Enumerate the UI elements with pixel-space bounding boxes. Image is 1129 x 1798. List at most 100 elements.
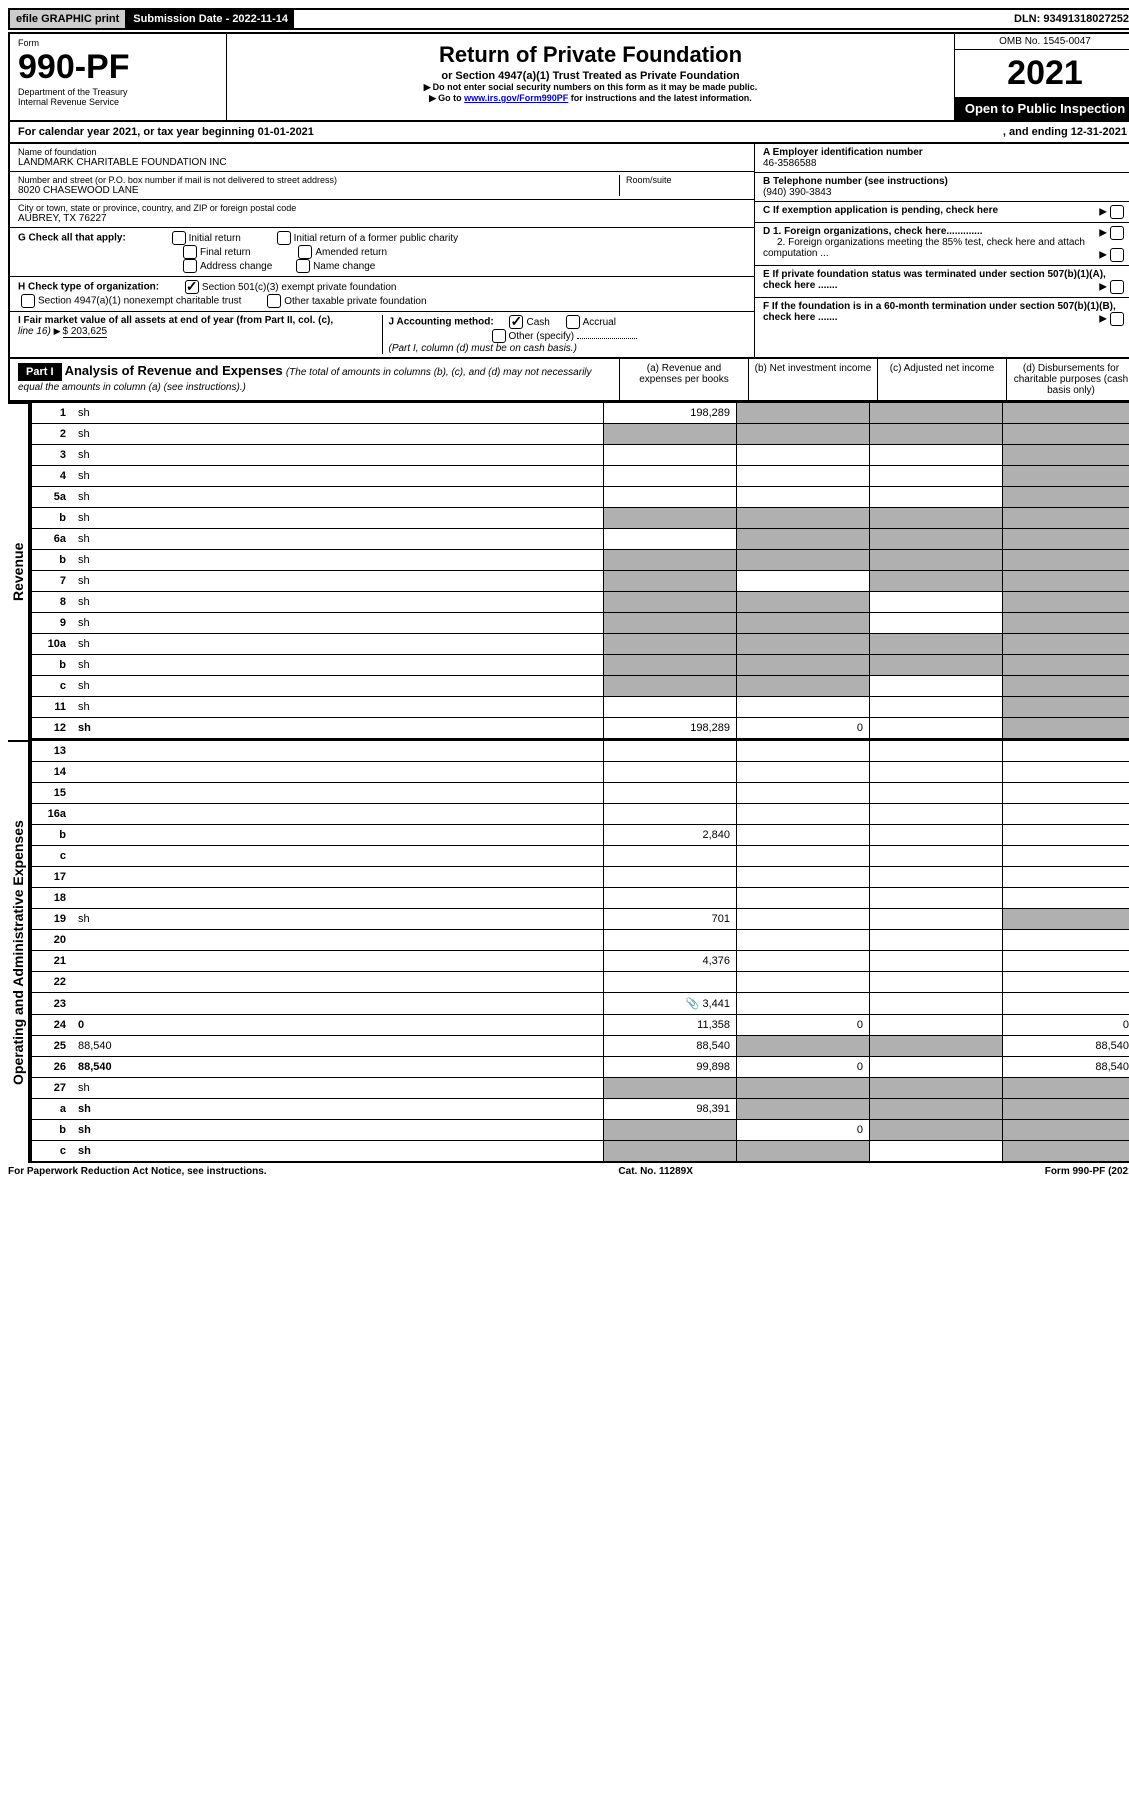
accrual-checkbox[interactable] [566, 315, 580, 329]
cell-value [604, 741, 737, 762]
cell-value [737, 697, 870, 718]
cell-value [870, 909, 1003, 930]
cell-shaded [1003, 655, 1129, 676]
cell-value [870, 1141, 1003, 1163]
table-row: 6ash [31, 529, 1129, 550]
cell-value: 📎 3,441 [604, 993, 737, 1015]
street-address: 8020 CHASEWOOD LANE [18, 185, 619, 196]
section-i-label: I Fair market value of all assets at end… [18, 315, 333, 326]
exemption-pending-checkbox[interactable] [1110, 205, 1124, 219]
cell-shaded [1003, 550, 1129, 571]
table-row: 14 [31, 762, 1129, 783]
cell-value [870, 445, 1003, 466]
line-desc [72, 762, 604, 783]
top-bar: efile GRAPHIC print Submission Date - 20… [8, 8, 1129, 30]
table-row: 1sh198,289 [31, 403, 1129, 424]
cell-shaded [870, 1099, 1003, 1120]
name-change-checkbox[interactable] [296, 259, 310, 273]
revenue-table: 1sh198,2892sh3sh4sh5ashbsh6ashbsh7sh8sh9… [30, 402, 1129, 740]
cell-shaded [604, 676, 737, 697]
cell-value [1003, 762, 1129, 783]
room-label: Room/suite [626, 175, 746, 185]
cell-value [604, 804, 737, 825]
line-desc: 88,540 [72, 1057, 604, 1078]
cell-shaded [604, 508, 737, 529]
attachment-icon[interactable]: 📎 [686, 998, 700, 1010]
cell-value [870, 867, 1003, 888]
cell-value: 11,358 [604, 1015, 737, 1036]
section-d1-label: D 1. Foreign organizations, check here..… [763, 226, 983, 237]
line-number: 2 [31, 424, 72, 445]
table-row: 10ash [31, 634, 1129, 655]
h-opt-0: Section 501(c)(3) exempt private foundat… [202, 282, 397, 293]
section-d2-label: 2. Foreign organizations meeting the 85%… [763, 237, 1085, 259]
cell-shaded [870, 634, 1003, 655]
j-accrual: Accrual [583, 317, 616, 328]
table-row: 19sh701 [31, 909, 1129, 930]
table-row: 23📎 3,441 [31, 993, 1129, 1015]
final-return-checkbox[interactable] [183, 245, 197, 259]
open-public-badge: Open to Public Inspection [955, 97, 1129, 120]
cell-value: 4,376 [604, 951, 737, 972]
line-desc [72, 888, 604, 909]
line-number: 15 [31, 783, 72, 804]
cash-checkbox[interactable] [509, 315, 523, 329]
part1-title: Analysis of Revenue and Expenses [65, 363, 283, 378]
cell-shaded [604, 424, 737, 445]
cell-value [604, 846, 737, 867]
cell-value [870, 1057, 1003, 1078]
cell-shaded [870, 1036, 1003, 1057]
cell-shaded [604, 592, 737, 613]
line-desc: sh [72, 676, 604, 697]
cell-value [870, 741, 1003, 762]
name-label: Name of foundation [18, 147, 746, 157]
cell-shaded [1003, 403, 1129, 424]
cell-value [737, 867, 870, 888]
cell-shaded [737, 592, 870, 613]
table-row: 9sh [31, 613, 1129, 634]
line-desc: sh [72, 529, 604, 550]
cell-value [1003, 804, 1129, 825]
submission-date: Submission Date - 2022-11-14 [127, 10, 294, 28]
city-value: AUBREY, TX 76227 [18, 213, 746, 224]
table-row: 11sh [31, 697, 1129, 718]
line-desc [72, 972, 604, 993]
dept-label: Department of the Treasury [18, 87, 218, 97]
table-row: ash98,391 [31, 1099, 1129, 1120]
line-number: 20 [31, 930, 72, 951]
cell-value [1003, 867, 1129, 888]
4947-checkbox[interactable] [21, 294, 35, 308]
amended-checkbox[interactable] [298, 245, 312, 259]
cell-value [737, 487, 870, 508]
initial-former-checkbox[interactable] [277, 231, 291, 245]
foreign-85-checkbox[interactable] [1110, 248, 1124, 262]
cell-shaded [604, 634, 737, 655]
line-desc: 88,540 [72, 1036, 604, 1057]
cell-value [604, 972, 737, 993]
cell-value [737, 783, 870, 804]
status-terminated-checkbox[interactable] [1110, 280, 1124, 294]
other-taxable-checkbox[interactable] [267, 294, 281, 308]
line-number: 13 [31, 741, 72, 762]
cell-shaded [604, 1141, 737, 1163]
cell-value [1003, 825, 1129, 846]
cell-value [870, 613, 1003, 634]
h-opt-1: Section 4947(a)(1) nonexempt charitable … [38, 296, 241, 307]
efile-print-button[interactable]: efile GRAPHIC print [10, 10, 127, 28]
line-desc: 0 [72, 1015, 604, 1036]
501c3-checkbox[interactable] [185, 280, 199, 294]
cell-value [870, 951, 1003, 972]
cell-shaded [737, 403, 870, 424]
line-desc: sh [72, 403, 604, 424]
ein-value: 46-3586588 [763, 158, 1127, 169]
foreign-org-checkbox[interactable] [1110, 226, 1124, 240]
cell-value [1003, 993, 1129, 1015]
60-month-checkbox[interactable] [1110, 312, 1124, 326]
other-method-checkbox[interactable] [492, 329, 506, 343]
irs-link[interactable]: www.irs.gov/Form990PF [464, 93, 568, 103]
initial-return-checkbox[interactable] [172, 231, 186, 245]
line-number: 14 [31, 762, 72, 783]
cell-value: 88,540 [1003, 1057, 1129, 1078]
line-number: 10a [31, 634, 72, 655]
address-change-checkbox[interactable] [183, 259, 197, 273]
